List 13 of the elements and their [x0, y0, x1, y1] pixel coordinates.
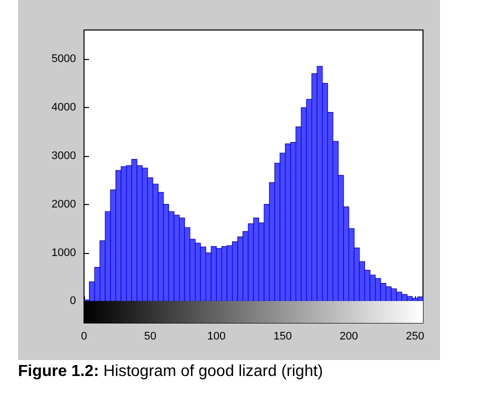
caption: Figure 1.2: Histogram of good lizard (right): [18, 362, 324, 381]
y-tick-label: 2000: [52, 198, 76, 210]
x-tick-label: 0: [80, 330, 88, 342]
x-tick-label: 200: [340, 330, 358, 342]
x-tick-label: 50: [144, 330, 156, 342]
x-tick-label: 150: [273, 330, 292, 342]
y-tick-label: 0: [70, 295, 76, 308]
y-tick-label: 3000: [52, 150, 76, 162]
x-tick-label: 100: [207, 330, 226, 342]
y-tick-label: 5000: [52, 53, 76, 66]
y-tick-label: 4000: [52, 101, 76, 114]
y-tick-label: 1000: [52, 246, 76, 259]
x-tick-label: 250: [406, 330, 424, 342]
